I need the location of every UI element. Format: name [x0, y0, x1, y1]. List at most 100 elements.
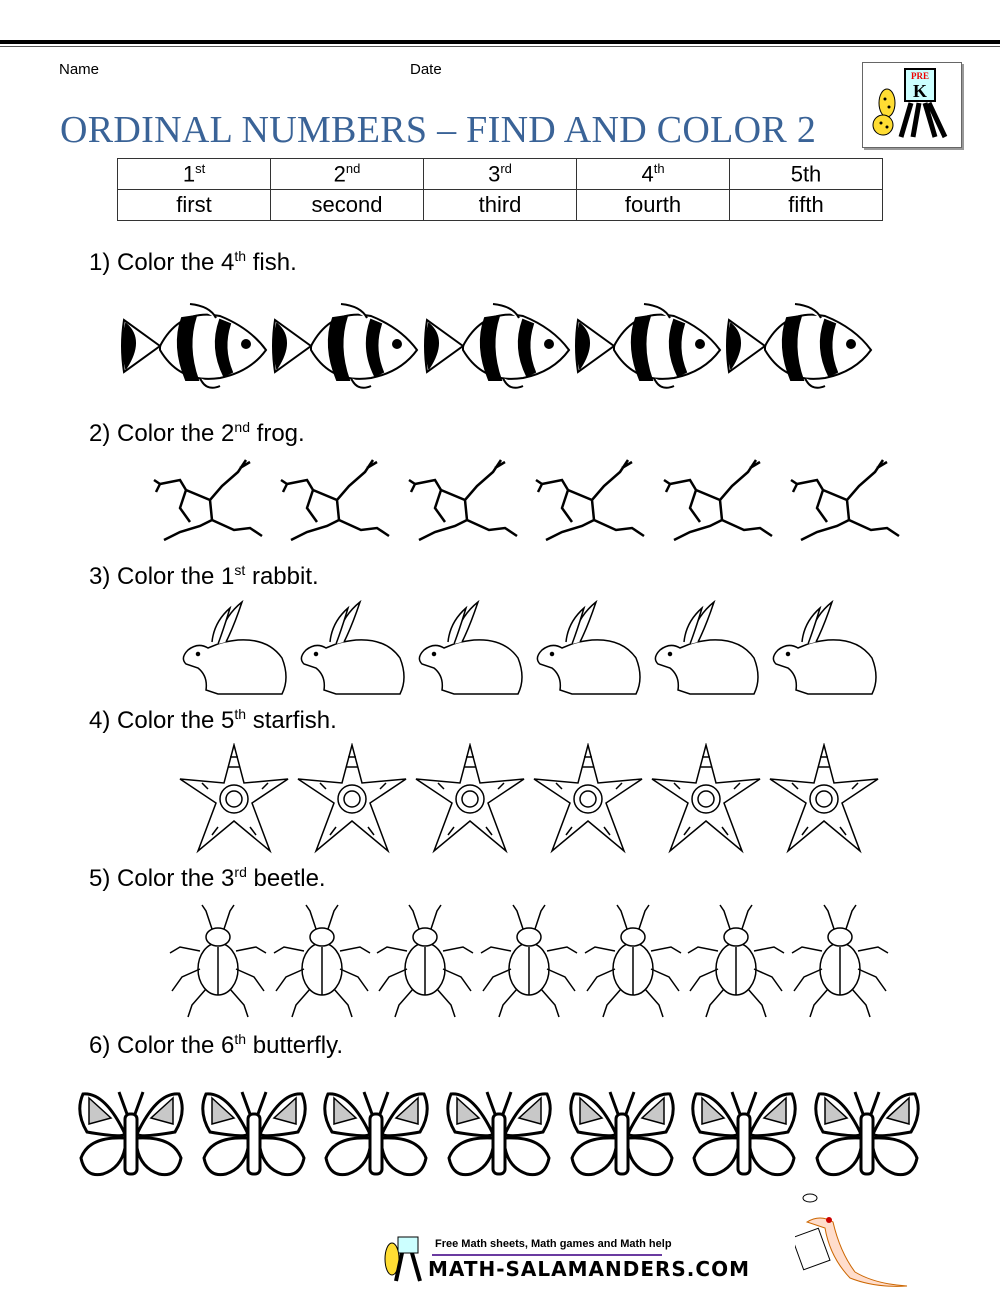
- footer-line: [432, 1254, 662, 1256]
- fish-picture[interactable]: [423, 300, 573, 392]
- svg-text:K: K: [913, 81, 927, 101]
- fish-row: [120, 300, 875, 392]
- butterfly-picture[interactable]: [198, 1088, 310, 1184]
- rabbit-picture[interactable]: [414, 598, 526, 698]
- fish-picture[interactable]: [725, 300, 875, 392]
- name-label: Name: [59, 61, 100, 78]
- butterfly-picture[interactable]: [688, 1088, 800, 1184]
- fish-picture[interactable]: [120, 300, 270, 392]
- question-text-end: beetle.: [246, 865, 326, 892]
- rabbit-picture[interactable]: [296, 598, 408, 698]
- question-text-end: fish.: [246, 249, 297, 276]
- table-cell-word: third: [423, 189, 577, 221]
- ordinal-suffix: st: [195, 160, 206, 176]
- starfish-picture[interactable]: [650, 743, 762, 855]
- page-title: ORDINAL NUMBERS – FIND AND COLOR 2: [60, 109, 817, 151]
- ordinal-number: 1: [182, 161, 196, 187]
- ordinal-number: 3: [488, 161, 501, 187]
- starfish-picture[interactable]: [414, 743, 526, 855]
- footer-site: MATH-SALAMANDERS.COM: [428, 1257, 750, 1281]
- beetle-picture[interactable]: [479, 903, 579, 1018]
- prek-logo: PRE K: [862, 62, 962, 148]
- starfish-picture[interactable]: [296, 743, 408, 855]
- frog-picture[interactable]: [405, 456, 525, 548]
- beetle-picture[interactable]: [790, 903, 890, 1018]
- beetle-picture[interactable]: [375, 903, 475, 1018]
- butterfly-picture[interactable]: [811, 1088, 923, 1184]
- table-cell-number: 2nd: [270, 158, 424, 190]
- starfish-picture[interactable]: [178, 743, 290, 855]
- ordinal-suffix: rd: [234, 864, 247, 880]
- question-text: 1) Color the 4: [89, 249, 235, 276]
- question-6: 6) Color the 6th butterfly.: [89, 1031, 343, 1060]
- question-text: 6) Color the 6: [89, 1032, 235, 1059]
- ordinal-table: 1st 2nd 3rd 4th 5th first second third fourth fi…: [117, 158, 883, 221]
- footer-tagline: Free Math sheets, Math games and Math he…: [435, 1238, 672, 1250]
- beetle-picture[interactable]: [272, 903, 372, 1018]
- question-5: 5) Color the 3rd beetle.: [89, 864, 326, 893]
- question-text: 5) Color the 3: [89, 865, 235, 892]
- question-3: 3) Color the 1st rabbit.: [89, 562, 319, 591]
- beetle-row: [168, 903, 890, 1018]
- question-text-end: frog.: [249, 420, 305, 447]
- question-text: 4) Color the 5: [89, 707, 235, 734]
- beetle-picture[interactable]: [583, 903, 683, 1018]
- butterfly-picture[interactable]: [320, 1088, 432, 1184]
- table-row-words: first second third fourth fifth: [117, 189, 883, 221]
- fish-picture[interactable]: [271, 300, 421, 392]
- starfish-picture[interactable]: [532, 743, 644, 855]
- table-cell-number: 5th: [729, 158, 883, 190]
- table-cell-word: first: [117, 189, 271, 221]
- salamander-illustration: [795, 1193, 908, 1287]
- top-rule-thin: [0, 46, 1000, 47]
- question-4: 4) Color the 5th starfish.: [89, 706, 337, 735]
- ordinal-suffix: th: [234, 248, 247, 264]
- question-text-end: starfish.: [246, 707, 337, 734]
- frog-picture[interactable]: [532, 456, 652, 548]
- butterfly-picture[interactable]: [75, 1088, 187, 1184]
- frog-picture[interactable]: [150, 456, 270, 548]
- table-cell-number: 4th: [576, 158, 730, 190]
- table-cell-number: 3rd: [423, 158, 577, 190]
- ordinal-suffix: nd: [234, 419, 250, 435]
- question-text-end: butterfly.: [246, 1032, 344, 1059]
- frog-picture[interactable]: [787, 456, 907, 548]
- ordinal-suffix: rd: [500, 160, 512, 176]
- beetle-picture[interactable]: [686, 903, 786, 1018]
- butterfly-picture[interactable]: [566, 1088, 678, 1184]
- frog-picture[interactable]: [277, 456, 397, 548]
- rabbit-picture[interactable]: [768, 598, 880, 698]
- ordinal-suffix: th: [234, 1031, 247, 1047]
- table-cell-number: 1st: [117, 158, 271, 190]
- ordinal-suffix: st: [234, 562, 246, 578]
- beetle-picture[interactable]: [168, 903, 268, 1018]
- question-text-end: rabbit.: [245, 563, 319, 590]
- ordinal-suffix: th: [234, 706, 247, 722]
- ordinal-number: 4: [641, 161, 654, 187]
- rabbit-picture[interactable]: [650, 598, 762, 698]
- frog-picture[interactable]: [660, 456, 780, 548]
- table-row-numbers: 1st 2nd 3rd 4th 5th: [117, 158, 883, 190]
- ordinal-suffix: nd: [345, 160, 361, 176]
- table-cell-word: second: [270, 189, 424, 221]
- table-cell-word: fourth: [576, 189, 730, 221]
- starfish-picture[interactable]: [768, 743, 880, 855]
- butterfly-picture[interactable]: [443, 1088, 555, 1184]
- top-rule: [0, 40, 1000, 44]
- rabbit-picture[interactable]: [178, 598, 290, 698]
- table-cell-word: fifth: [729, 189, 883, 221]
- frog-row: [150, 456, 907, 548]
- question-2: 2) Color the 2nd frog.: [89, 419, 305, 448]
- butterfly-row: [75, 1088, 923, 1184]
- svg-text:PRE: PRE: [911, 71, 929, 81]
- rabbit-row: [178, 598, 880, 698]
- fish-picture[interactable]: [574, 300, 724, 392]
- question-1: 1) Color the 4th fish.: [89, 248, 297, 277]
- starfish-row: [178, 743, 880, 855]
- ordinal-number: 5th: [790, 161, 822, 187]
- question-text: 2) Color the 2: [89, 420, 235, 447]
- ordinal-number: 2: [333, 161, 346, 187]
- question-text: 3) Color the 1: [89, 563, 235, 590]
- ordinal-suffix: th: [653, 160, 665, 176]
- rabbit-picture[interactable]: [532, 598, 644, 698]
